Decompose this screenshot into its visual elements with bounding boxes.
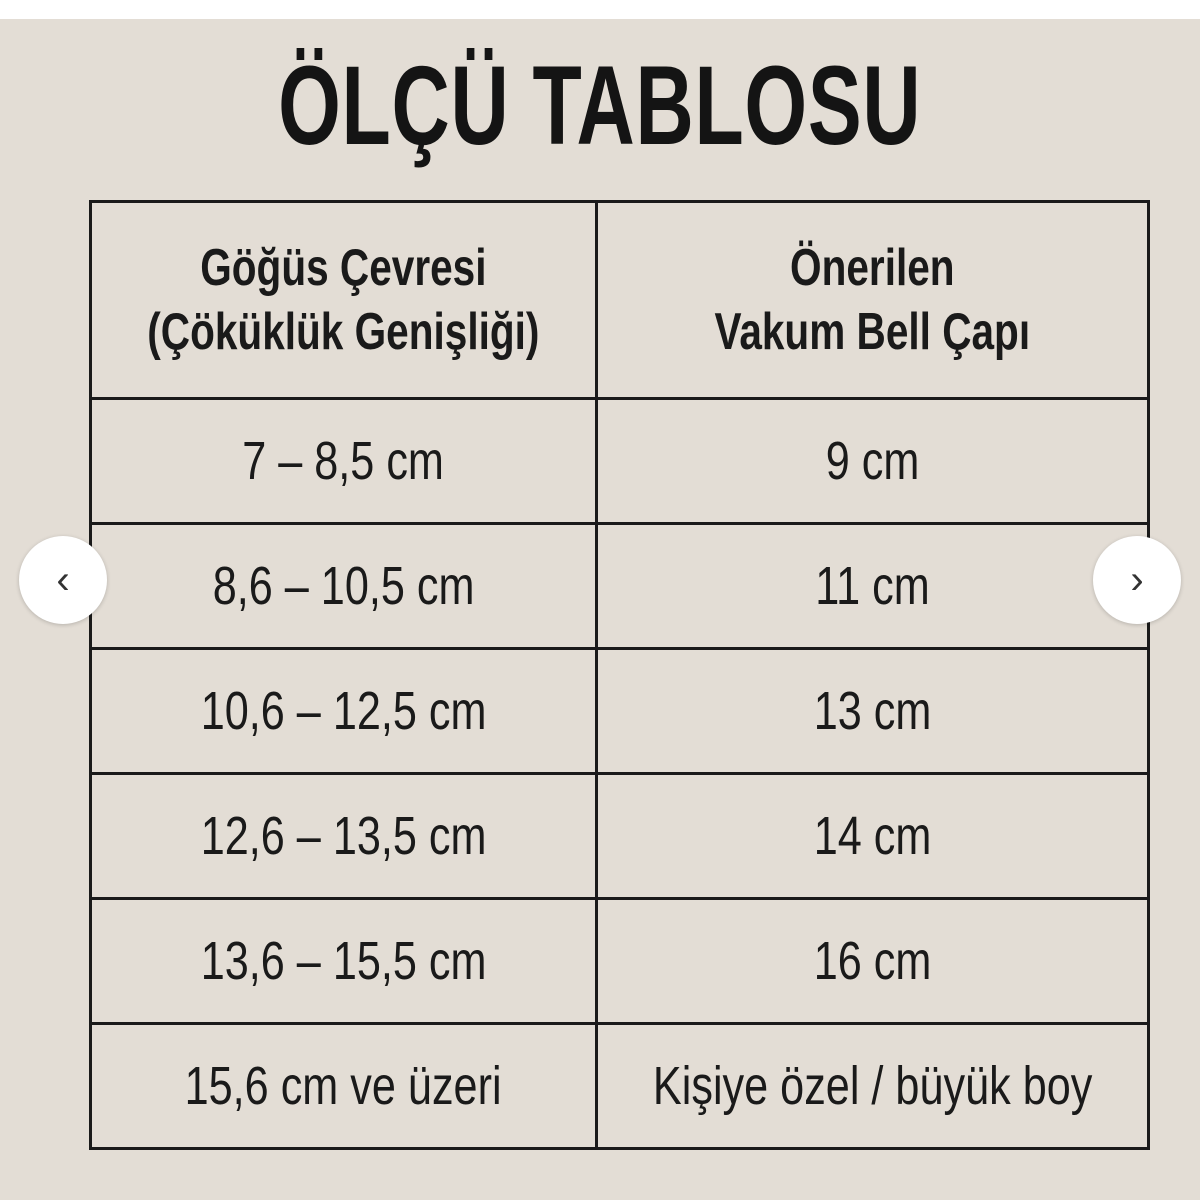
cell-bell: 16 cm bbox=[594, 897, 1151, 1025]
cell-text: 8,6 – 10,5 cm bbox=[212, 556, 475, 616]
page-title: ÖLÇÜ TABLOSU bbox=[0, 41, 1200, 170]
header-bell-text: Önerilen Vakum Bell Çapı bbox=[715, 236, 1031, 364]
header-bell: Önerilen Vakum Bell Çapı bbox=[594, 200, 1151, 400]
cell-chest: 7 – 8,5 cm bbox=[89, 397, 598, 525]
cell-text: 9 cm bbox=[825, 431, 920, 491]
carousel-slide: ÖLÇÜ TABLOSU Göğüs Çevresi (Çöküklük Geni… bbox=[0, 19, 1200, 1200]
size-table: Göğüs Çevresi (Çöküklük Genişliği) Öneril… bbox=[89, 200, 1151, 1150]
table-header-row: Göğüs Çevresi (Çöküklük Genişliği) Öneril… bbox=[89, 200, 1151, 400]
header-chest: Göğüs Çevresi (Çöküklük Genişliği) bbox=[89, 200, 598, 400]
cell-chest: 13,6 – 15,5 cm bbox=[89, 897, 598, 1025]
next-slide-button[interactable]: › bbox=[1093, 536, 1181, 624]
cell-text: 13,6 – 15,5 cm bbox=[200, 931, 487, 991]
table-row: 13,6 – 15,5 cm 16 cm bbox=[89, 897, 1151, 1025]
table-row: 10,6 – 12,5 cm 13 cm bbox=[89, 647, 1151, 775]
header-bell-line2: Vakum Bell Çapı bbox=[714, 303, 1031, 361]
header-bell-line1: Önerilen bbox=[790, 239, 955, 297]
table-row: 7 – 8,5 cm 9 cm bbox=[89, 397, 1151, 525]
cell-text: 13 cm bbox=[813, 681, 932, 741]
cell-bell: 9 cm bbox=[594, 397, 1151, 525]
cell-text: 15,6 cm ve üzeri bbox=[184, 1056, 502, 1116]
header-chest-line2: (Çöküklük Genişliği) bbox=[147, 303, 540, 361]
cell-bell: 13 cm bbox=[594, 647, 1151, 775]
cell-text: 7 – 8,5 cm bbox=[242, 431, 445, 491]
cell-bell: 11 cm bbox=[594, 522, 1151, 650]
cell-chest: 12,6 – 13,5 cm bbox=[89, 772, 598, 900]
title-text: ÖLÇÜ TABLOSU bbox=[278, 43, 922, 168]
table-row: 12,6 – 13,5 cm 14 cm bbox=[89, 772, 1151, 900]
cell-bell: Kişiye özel / büyük boy bbox=[594, 1022, 1151, 1150]
previous-slide-button[interactable]: ‹ bbox=[19, 536, 107, 624]
chevron-right-icon: › bbox=[1130, 557, 1144, 602]
cell-text: 12,6 – 13,5 cm bbox=[200, 806, 487, 866]
table-row: 8,6 – 10,5 cm 11 cm bbox=[89, 522, 1151, 650]
cell-text: 14 cm bbox=[813, 806, 932, 866]
cell-text: 11 cm bbox=[815, 556, 930, 616]
chevron-left-icon: ‹ bbox=[56, 557, 70, 602]
header-chest-text: Göğüs Çevresi (Çöküklük Genişliği) bbox=[147, 236, 539, 364]
cell-chest: 15,6 cm ve üzeri bbox=[89, 1022, 598, 1150]
cell-text: 16 cm bbox=[813, 931, 932, 991]
header-chest-line1: Göğüs Çevresi bbox=[200, 239, 487, 297]
cell-text: 10,6 – 12,5 cm bbox=[200, 681, 487, 741]
table-row: 15,6 cm ve üzeri Kişiye özel / büyük boy bbox=[89, 1022, 1151, 1150]
cell-text: Kişiye özel / büyük boy bbox=[652, 1056, 1093, 1116]
cell-chest: 8,6 – 10,5 cm bbox=[89, 522, 598, 650]
cell-chest: 10,6 – 12,5 cm bbox=[89, 647, 598, 775]
cell-bell: 14 cm bbox=[594, 772, 1151, 900]
